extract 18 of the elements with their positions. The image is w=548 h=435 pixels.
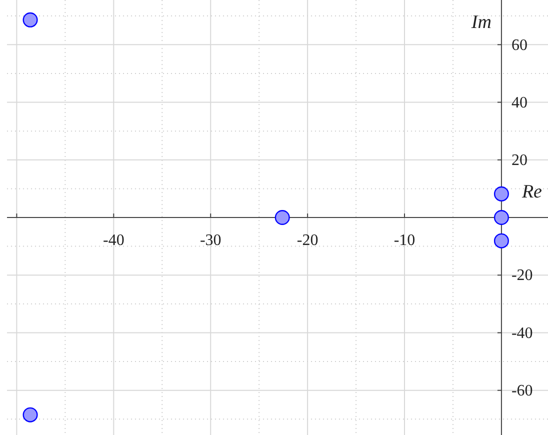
point <box>22 12 38 28</box>
y-tick-label: 20 <box>511 152 528 170</box>
x-tick-label: -30 <box>200 232 222 249</box>
y-axis-title: Im <box>470 12 492 33</box>
y-tick-label: 60 <box>511 36 528 54</box>
point <box>274 210 290 225</box>
y-tick-label: -60 <box>511 382 533 400</box>
x-tick-label: -20 <box>296 232 318 249</box>
y-tick-label: -20 <box>511 267 533 284</box>
x-tick-label: -40 <box>102 232 124 249</box>
point <box>494 186 509 202</box>
y-tick-label: -40 <box>511 324 533 342</box>
point <box>494 210 509 225</box>
x-axis-title: Re <box>520 182 542 202</box>
point <box>494 233 509 248</box>
point <box>22 407 38 422</box>
x-tick-label: -10 <box>394 232 416 249</box>
y-tick-label: 40 <box>511 94 528 112</box>
